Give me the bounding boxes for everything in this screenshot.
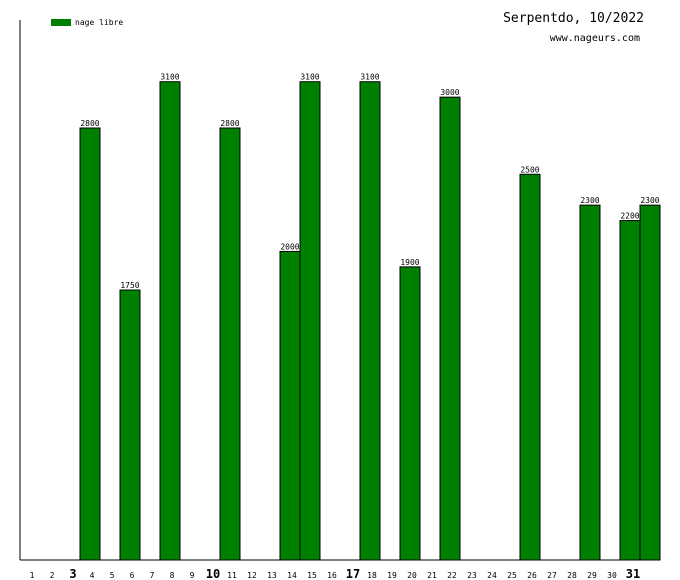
bars-group: 2800 1750 3100 2800 2000 3100 3100 1900 3000 2500… (79, 73, 661, 561)
x-tick-label: 22 (447, 571, 457, 580)
x-tick-label: 3 (69, 567, 76, 580)
x-axis-ticks: 1 2 3 4 5 6 7 8 9 10 11 12 13 14 15 16 17 18 19 20 21 22 23 24 2… (30, 567, 641, 580)
bar-day-21 (439, 96, 461, 561)
x-tick-label: 25 (507, 571, 517, 580)
x-tick-label: 24 (487, 571, 497, 580)
x-tick-label: 15 (307, 571, 317, 580)
x-tick-label: 28 (567, 571, 577, 580)
x-tick-label: 2 (50, 571, 55, 580)
x-tick-label: 18 (367, 571, 377, 580)
legend: nage libre (51, 18, 123, 27)
bar-day-13 (279, 250, 301, 561)
bar-value-label: 2800 (80, 119, 99, 128)
x-tick-label: 14 (287, 571, 297, 580)
x-tick-label: 10 (206, 567, 220, 580)
x-tick-label: 9 (190, 571, 195, 580)
bar-value-label: 3100 (160, 73, 179, 82)
bar-day-28 (579, 204, 601, 561)
x-tick-label: 17 (346, 567, 360, 580)
bar-day-5 (119, 289, 141, 561)
bar-day-31 (639, 204, 661, 561)
x-tick-label: 13 (267, 571, 277, 580)
x-tick-label: 30 (607, 571, 617, 580)
bar-day-19 (399, 266, 421, 561)
x-tick-label: 5 (110, 571, 115, 580)
x-tick-label: 23 (467, 571, 477, 580)
legend-swatch (51, 19, 71, 26)
bar-value-label: 2000 (280, 242, 299, 251)
bar-day-10 (219, 127, 241, 561)
bar-value-label: 2500 (520, 165, 539, 174)
x-tick-label: 29 (587, 571, 597, 580)
x-tick-label: 8 (170, 571, 175, 580)
x-tick-label: 16 (327, 571, 337, 580)
bar-day-3 (79, 127, 101, 561)
x-tick-label: 27 (547, 571, 557, 580)
bar-day-30 (619, 220, 641, 561)
bar-value-label: 2300 (640, 196, 659, 205)
bar-value-label: 2800 (220, 119, 239, 128)
bar-value-label: 1750 (120, 281, 139, 290)
x-tick-label: 26 (527, 571, 537, 580)
x-tick-label: 31 (626, 567, 640, 580)
bar-day-14 (299, 81, 321, 561)
bar-value-label: 3000 (440, 88, 459, 97)
x-tick-label: 6 (130, 571, 135, 580)
x-tick-label: 12 (247, 571, 257, 580)
bar-value-label: 1900 (400, 258, 419, 267)
bar-value-label: 2200 (620, 212, 639, 221)
bar-day-7 (159, 81, 181, 561)
bar-day-17 (359, 81, 381, 561)
chart-title: Serpentdo, 10/2022 (503, 11, 644, 26)
bar-value-label: 2300 (580, 196, 599, 205)
x-tick-label: 4 (90, 571, 95, 580)
bar-value-label: 3100 (360, 73, 379, 82)
x-tick-label: 20 (407, 571, 417, 580)
x-tick-label: 21 (427, 571, 437, 580)
x-tick-label: 1 (30, 571, 35, 580)
bar-day-25 (519, 173, 541, 561)
x-tick-label: 19 (387, 571, 397, 580)
x-tick-label: 11 (227, 571, 237, 580)
bar-value-label: 3100 (300, 73, 319, 82)
legend-label: nage libre (75, 18, 123, 27)
x-tick-label: 7 (150, 571, 155, 580)
chart-subtitle: www.nageurs.com (550, 33, 640, 44)
